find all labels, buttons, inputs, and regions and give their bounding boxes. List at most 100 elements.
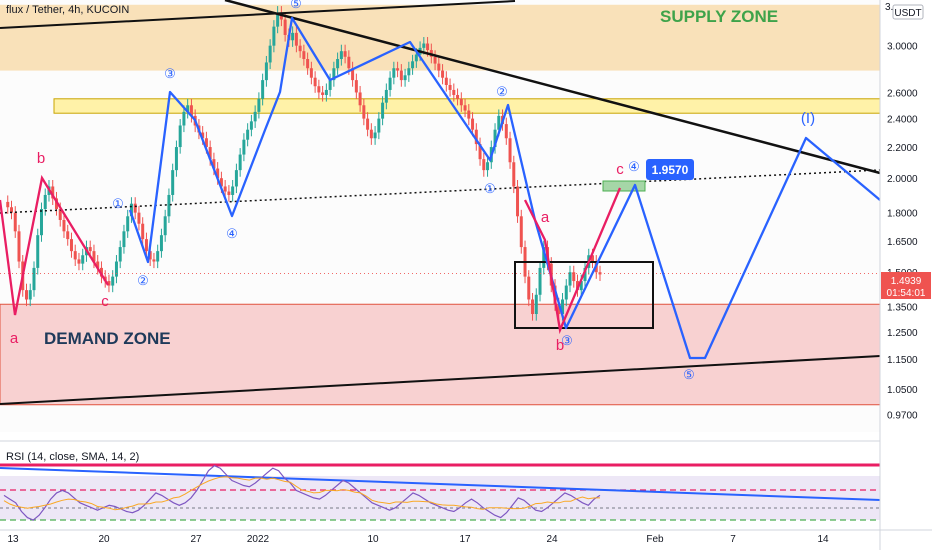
candle-body <box>242 139 246 155</box>
y-tick-label: 1.8000 <box>887 209 918 220</box>
candle-body <box>388 77 392 90</box>
candle-body <box>399 70 403 81</box>
candle-body <box>459 98 463 106</box>
candle-body <box>332 68 336 81</box>
candle-body <box>381 102 385 119</box>
candle-body <box>189 105 193 116</box>
wave-layer <box>0 16 881 360</box>
candle-body <box>283 19 287 35</box>
candle-body <box>369 129 373 139</box>
candle-body <box>257 98 261 112</box>
candle-body <box>39 209 43 236</box>
candle-body <box>531 299 535 315</box>
wave-label: ⑤ <box>683 367 695 382</box>
y-tick-label: 3.0000 <box>887 42 918 53</box>
y-tick-label: 2.4000 <box>887 115 918 126</box>
candle-body <box>362 105 366 119</box>
abc-correction-right <box>523 187 622 335</box>
abc-label: c <box>101 293 109 310</box>
currency-box <box>892 4 924 20</box>
x-tick-label: 20 <box>98 534 110 545</box>
wave-label: ① <box>112 196 124 211</box>
y-tick-label: 1.2500 <box>887 328 918 339</box>
zone-0 <box>0 4 880 71</box>
candle-body <box>358 92 362 106</box>
candle-body <box>497 115 501 130</box>
supply-zone-label: SUPPLY ZONE <box>660 7 778 26</box>
y-tick-label: 2.6000 <box>887 88 918 99</box>
candle-body <box>238 154 242 171</box>
candle-body <box>392 68 396 78</box>
candle-body <box>227 191 231 195</box>
candle-body <box>482 159 486 171</box>
candle-body <box>212 159 216 169</box>
candle-body <box>219 178 223 187</box>
wave-label: ④ <box>226 226 238 241</box>
time-axis: 13 20 27 2022 10 17 24 Feb 7 14 <box>0 529 932 545</box>
candle-body <box>141 223 145 240</box>
x-tick-label: 10 <box>367 534 379 545</box>
candle-body <box>73 251 77 260</box>
candle-body <box>268 45 272 63</box>
trendlines-layer <box>0 0 881 405</box>
zones-layer: SUPPLY ZONE DEMAND ZONE <box>0 4 881 406</box>
x-tick-label: 13 <box>7 534 19 545</box>
candle-body <box>407 68 411 76</box>
candle-body <box>156 251 160 262</box>
x-tick-label: 24 <box>546 534 558 545</box>
abc-label: c <box>616 161 624 178</box>
rsi-trendline <box>0 467 881 501</box>
candle-body <box>122 231 126 248</box>
candle-body <box>152 259 156 262</box>
candle-body <box>411 61 415 69</box>
abc-correction-left <box>0 174 109 316</box>
candle-body <box>216 168 220 179</box>
candle-body <box>118 247 122 262</box>
candle-body <box>24 290 28 300</box>
candle-body <box>186 105 190 112</box>
candle-body <box>576 281 580 291</box>
rsi-label: RSI (14, close, SMA, 14, 2) <box>6 451 140 463</box>
candle-body <box>486 162 490 171</box>
target-box <box>602 180 646 192</box>
abc-label: a <box>541 209 550 226</box>
currency-label: USDT <box>894 8 921 19</box>
candle-body <box>246 129 250 140</box>
candle-body <box>32 267 36 291</box>
y-tick-label: 0.9700 <box>887 411 918 422</box>
labels-layer: ① ② ③ ④ ⑤ ② ① ③ ④ ⑤ (I) a b c a b c 1.9570 <box>10 0 815 382</box>
candle-body <box>133 203 137 213</box>
candle-body <box>276 12 280 27</box>
candle-body <box>403 75 407 81</box>
consolidation-box <box>514 261 654 329</box>
candle-body <box>351 68 355 81</box>
candle-body <box>58 209 62 220</box>
candle-body <box>343 51 347 57</box>
candle-body <box>433 56 437 64</box>
candle-body <box>542 247 546 268</box>
candle-body <box>291 32 295 41</box>
candle-body <box>178 125 182 148</box>
candle-body <box>208 147 212 160</box>
y-tick-label: 1.3500 <box>887 303 918 314</box>
rsi-sma-line <box>3 476 600 511</box>
candle-body <box>527 276 531 300</box>
candle-body <box>298 45 302 52</box>
price-axis: 3.USDT 3.0000 2.6000 2.4000 2.2000 2.0000 1.80… <box>879 0 932 550</box>
candle-body <box>354 80 358 93</box>
candle-body <box>324 89 328 95</box>
candle-body <box>17 231 21 262</box>
y-tick-label: 1.0500 <box>887 385 918 396</box>
candle-body <box>384 89 388 103</box>
candle-body <box>201 132 205 139</box>
candle-body <box>264 62 268 81</box>
candle-body <box>9 207 13 213</box>
candle-body <box>538 267 542 295</box>
candle-body <box>272 26 276 46</box>
candle-body <box>294 32 298 46</box>
candle-body <box>568 272 572 286</box>
rising-support-line <box>0 355 881 405</box>
target-badge <box>646 159 694 180</box>
candle-body <box>591 255 595 262</box>
